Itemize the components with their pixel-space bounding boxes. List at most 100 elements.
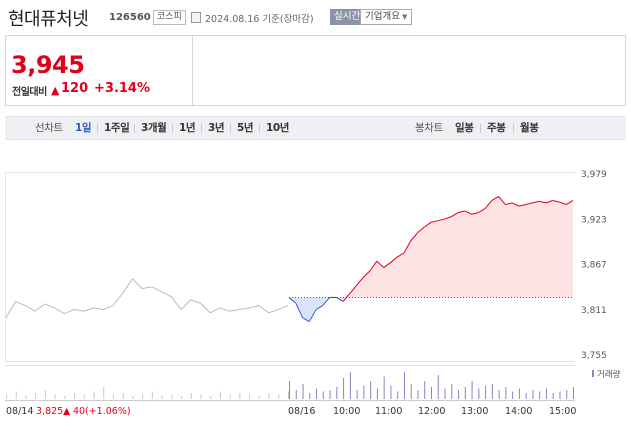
price-segment bbox=[403, 240, 412, 254]
stock-header: 현대퓨처넷 126560 코스피 2024.08.16 기준(장마감) 실시간 … bbox=[0, 0, 631, 34]
tab-separator bbox=[134, 124, 135, 133]
market-badge: 코스피 bbox=[153, 10, 186, 25]
company-info-dropdown[interactable]: 기업개요 ▼ bbox=[360, 9, 413, 25]
price-segment bbox=[444, 216, 452, 220]
tab-1w[interactable]: 1주일 bbox=[104, 122, 130, 134]
price-segment bbox=[302, 317, 310, 323]
price-segment bbox=[518, 204, 526, 207]
volume-bar bbox=[485, 385, 487, 399]
price-segment bbox=[376, 260, 385, 268]
price-segment bbox=[288, 297, 297, 304]
tab-daily-candle[interactable]: 일봉 bbox=[455, 122, 474, 134]
tab-1d[interactable]: 1일 bbox=[75, 122, 92, 134]
volume-bar-prev bbox=[268, 393, 270, 399]
price-segment bbox=[430, 220, 438, 223]
price-segment bbox=[423, 221, 432, 228]
tab-weekly-candle[interactable]: 주봉 bbox=[487, 122, 506, 134]
change-label: 전일대비 bbox=[12, 87, 47, 98]
volume-bar-prev bbox=[112, 394, 114, 399]
volume-bar bbox=[518, 388, 520, 399]
volume-bar bbox=[329, 390, 331, 399]
price-segment bbox=[417, 226, 425, 234]
volume-bar-prev bbox=[83, 394, 85, 399]
volume-bar-prev bbox=[200, 394, 202, 399]
volume-bar-prev bbox=[93, 391, 95, 399]
volume-bar bbox=[566, 390, 568, 399]
price-segment bbox=[478, 208, 486, 214]
price-segment bbox=[498, 196, 506, 205]
tab-10y[interactable]: 10년 bbox=[266, 122, 290, 134]
volume-bar bbox=[532, 390, 534, 399]
tab-separator bbox=[201, 124, 202, 133]
volume-bar-prev bbox=[64, 396, 66, 399]
volume-bar-prev bbox=[6, 394, 7, 399]
price-segment bbox=[464, 210, 472, 215]
price-panel: 3,945 전일대비 ▲ 120 +3.14% bbox=[5, 35, 193, 106]
volume-bar-prev bbox=[210, 396, 212, 399]
volume-bar bbox=[289, 381, 290, 399]
volume-bar bbox=[444, 388, 446, 399]
realtime-button[interactable]: 실시간 bbox=[330, 9, 365, 25]
line-chart-label: 선차트 bbox=[35, 122, 63, 134]
volume-bar bbox=[316, 388, 318, 399]
x-tick-label: 10:00 bbox=[333, 406, 360, 417]
prev-change-rate: (+1.06%) bbox=[85, 406, 131, 417]
price-chart-area[interactable] bbox=[5, 172, 575, 362]
volume-bar-prev bbox=[181, 396, 183, 399]
volume-bar-prev bbox=[142, 394, 144, 399]
price-segment bbox=[491, 196, 499, 201]
change-rate: +3.14% bbox=[94, 81, 150, 96]
tab-separator bbox=[97, 124, 98, 133]
prev-day-line bbox=[5, 278, 289, 318]
stock-name: 현대퓨처넷 bbox=[8, 9, 89, 30]
tab-1y[interactable]: 1년 bbox=[179, 122, 196, 134]
volume-bar bbox=[390, 385, 392, 399]
tab-monthly-candle[interactable]: 월봉 bbox=[520, 122, 539, 134]
price-segment bbox=[545, 200, 553, 204]
price-segment bbox=[356, 276, 364, 286]
x-tick-label: 08/14 bbox=[6, 406, 33, 417]
y-tick-label: 3,867 bbox=[581, 261, 607, 271]
tab-3m[interactable]: 3개월 bbox=[141, 122, 167, 134]
tab-separator bbox=[513, 124, 514, 133]
volume-bar bbox=[525, 393, 527, 399]
info-panel bbox=[193, 35, 626, 106]
price-segment bbox=[539, 200, 547, 204]
volume-bar bbox=[302, 384, 304, 399]
volume-bar bbox=[431, 387, 432, 399]
tab-separator bbox=[230, 124, 231, 133]
tab-3y[interactable]: 3년 bbox=[208, 122, 225, 134]
volume-bar-prev bbox=[122, 393, 124, 399]
volume-bar bbox=[552, 393, 554, 399]
tab-5y[interactable]: 5년 bbox=[237, 122, 254, 134]
volume-bar-prev bbox=[171, 394, 173, 399]
volume-bar bbox=[559, 391, 561, 399]
calendar-icon bbox=[191, 12, 201, 23]
price-segment bbox=[342, 293, 351, 302]
price-segment bbox=[336, 297, 344, 302]
price-segment bbox=[484, 200, 493, 209]
volume-bar-prev bbox=[103, 387, 105, 399]
tab-separator bbox=[480, 124, 481, 133]
price-segment bbox=[315, 305, 324, 310]
price-segment bbox=[451, 212, 459, 218]
price-segment bbox=[410, 232, 418, 242]
price-segment bbox=[295, 302, 303, 318]
prev-change-arrow-icon: ▲ bbox=[63, 406, 71, 417]
volume-legend-swatch bbox=[592, 370, 594, 377]
volume-bar bbox=[403, 372, 405, 399]
volume-bar bbox=[356, 390, 358, 399]
volume-bar-prev bbox=[258, 396, 260, 399]
chart-tabbar: 선차트 1일 1주일 3개월 1년 3년 5년 10년 봉차트 일봉 주봉 월봉 bbox=[5, 116, 626, 140]
volume-bar bbox=[464, 387, 466, 399]
price-segment bbox=[363, 270, 371, 278]
volume-bar bbox=[458, 390, 460, 399]
up-area-fill bbox=[289, 196, 573, 298]
volume-bar bbox=[539, 391, 541, 399]
price-segment bbox=[396, 252, 405, 258]
volume-legend-label: 거래량 bbox=[597, 369, 621, 380]
volume-bar-prev bbox=[288, 391, 289, 399]
current-price: 3,945 bbox=[11, 51, 85, 79]
volume-bar-prev bbox=[132, 396, 134, 399]
